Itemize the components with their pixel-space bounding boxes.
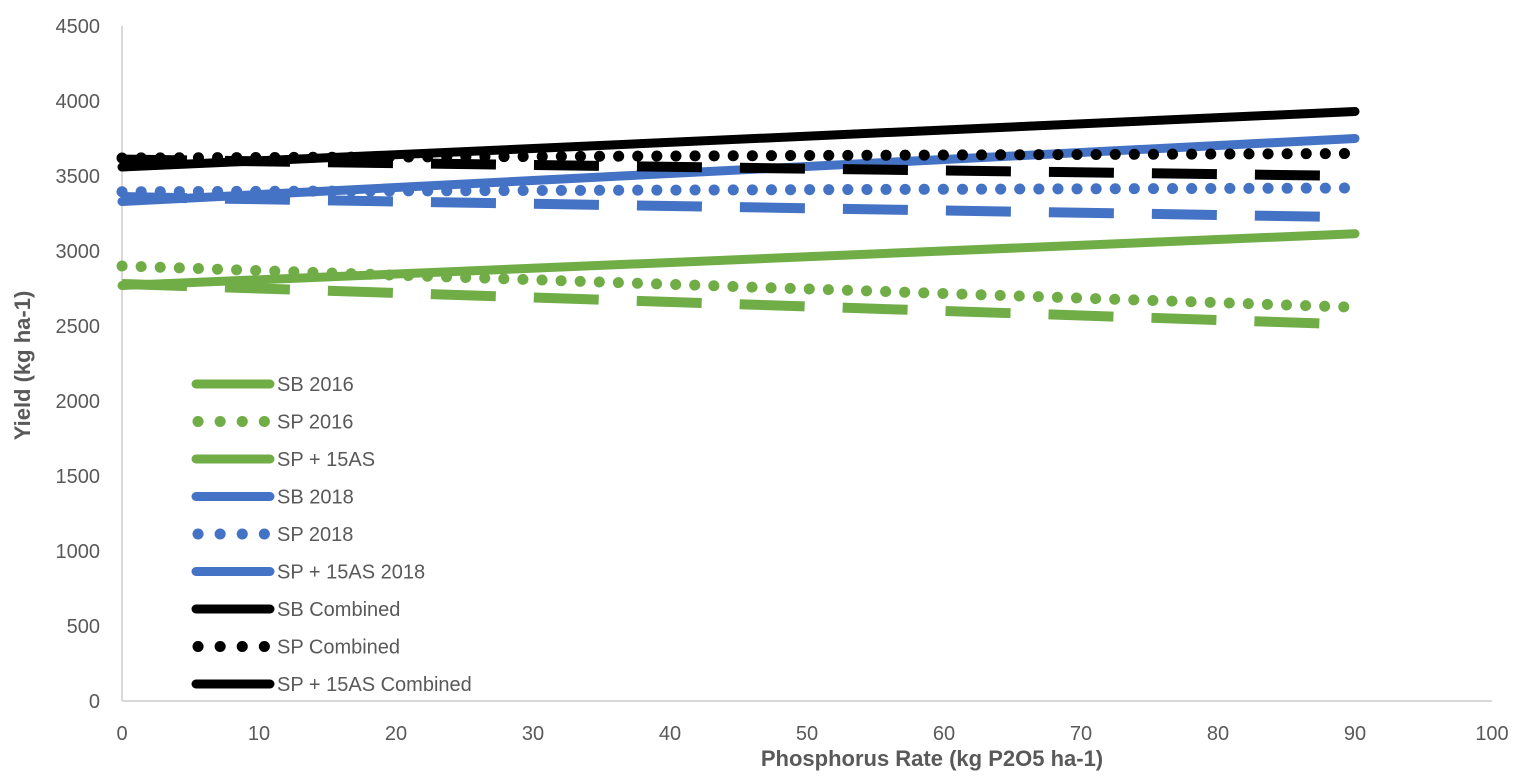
x-axis-ticks: 0 10 20 30 40 50 60 70 80 90 100: [116, 723, 1508, 745]
legend-label: SP 2018: [277, 524, 353, 546]
y-tick-label: 500: [67, 616, 100, 638]
x-tick-label: 80: [1207, 723, 1229, 745]
y-tick-label: 4500: [56, 16, 101, 38]
x-axis-title: Phosphorus Rate (kg P2O5 ha-1): [761, 746, 1103, 771]
y-tick-label: 3500: [56, 166, 101, 188]
series-lines: [116, 107, 1361, 330]
y-axis-title: Yield (kg ha-1): [10, 291, 35, 441]
x-tick-label: 0: [116, 723, 127, 745]
series-line-8: [116, 148, 1361, 164]
legend: SB 2016 SP 2016 SP + 15AS SB 2018 SP 2018 SP …: [191, 374, 472, 696]
x-tick-label: 60: [933, 723, 955, 745]
legend-label: SB Combined: [277, 599, 400, 621]
series-line-6: [121, 192, 1356, 223]
series-line-5: [116, 182, 1361, 198]
legend-label: SP + 15AS Combined: [277, 674, 472, 696]
legend-label: SP + 15AS: [277, 449, 375, 471]
x-tick-label: 10: [248, 723, 270, 745]
y-axis-ticks: 0 500 1000 1500 2000 2500 3000 3500 4000 4500: [56, 16, 101, 713]
y-tick-label: 4000: [56, 91, 101, 113]
legend-label: SP 2016: [277, 412, 353, 434]
x-tick-label: 20: [385, 723, 407, 745]
x-tick-label: 70: [1070, 723, 1092, 745]
y-tick-label: 2000: [56, 391, 101, 413]
x-tick-label: 40: [659, 723, 681, 745]
y-tick-label: 1000: [56, 541, 101, 563]
y-tick-label: 2500: [56, 316, 101, 338]
y-tick-label: 1500: [56, 466, 101, 488]
legend-label: SP Combined: [277, 637, 400, 659]
y-tick-label: 0: [89, 691, 100, 713]
y-tick-label: 3000: [56, 241, 101, 263]
legend-label: SP + 15AS 2018: [277, 562, 425, 584]
series-line-2: [116, 260, 1361, 313]
x-tick-label: 100: [1475, 723, 1508, 745]
series-line-1: [117, 229, 1360, 290]
x-tick-label: 50: [796, 723, 818, 745]
x-tick-label: 30: [522, 723, 544, 745]
legend-label: SB 2018: [277, 487, 354, 509]
x-tick-label: 90: [1344, 723, 1366, 745]
legend-label: SB 2016: [277, 374, 354, 396]
